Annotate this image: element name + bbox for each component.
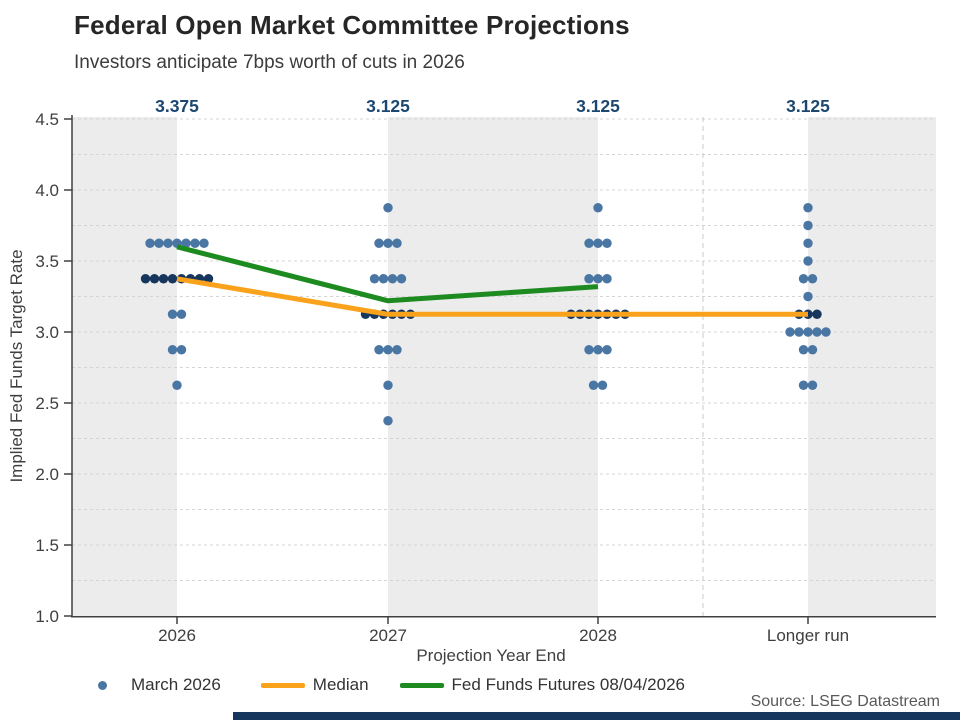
- dot: [593, 345, 603, 355]
- dot: [803, 238, 813, 248]
- dot: [803, 291, 813, 302]
- dot: [807, 345, 818, 355]
- y-tick-label: 1.0: [35, 607, 59, 626]
- dot: [807, 274, 818, 284]
- dot: [798, 380, 809, 390]
- y-tick-label: 4.0: [35, 181, 59, 200]
- chart-subtitle: Investors anticipate 7bps worth of cuts …: [74, 52, 465, 73]
- dot: [584, 274, 594, 284]
- dot: [602, 345, 612, 355]
- dot: [172, 380, 182, 390]
- legend-label-futures: Fed Funds Futures 08/04/2026: [451, 675, 685, 694]
- dot: [163, 238, 173, 248]
- dot: [190, 238, 200, 248]
- dot: [383, 238, 393, 248]
- march-2026-dot-marker: [98, 680, 107, 690]
- y-tick-label: 2.0: [35, 465, 59, 484]
- chart-title: Federal Open Market Committee Projection…: [74, 10, 630, 40]
- dot: [593, 238, 603, 248]
- y-axis-title: Implied Fed Funds Target Rate: [7, 249, 26, 482]
- dot: [602, 238, 612, 248]
- band: [72, 117, 177, 616]
- y-tick-label: 3.5: [35, 252, 59, 271]
- plot-bands: [72, 117, 936, 616]
- y-tick-label: 4.5: [35, 110, 59, 129]
- dot: [392, 345, 402, 355]
- dot: [145, 238, 155, 248]
- column-median-label: 3.125: [366, 96, 410, 116]
- x-axis-title: Projection Year End: [416, 646, 565, 665]
- dot: [602, 274, 612, 284]
- dot: [785, 327, 795, 337]
- y-tick-label: 1.5: [35, 536, 59, 555]
- dot: [369, 274, 380, 284]
- dot: [584, 345, 594, 355]
- dot: [176, 345, 187, 355]
- x-tick-label: 2027: [369, 626, 407, 645]
- x-tick-label: Longer run: [767, 626, 849, 645]
- median-line-swatch: [260, 682, 305, 688]
- column-median-label: 3.125: [786, 96, 830, 116]
- dot: [812, 309, 822, 319]
- dot: [794, 327, 804, 337]
- y-tick-label: 3.0: [35, 323, 59, 342]
- dot: [387, 274, 398, 284]
- dot: [167, 274, 178, 284]
- source-note: Source: LSEG Datastream: [750, 693, 940, 710]
- dot: [798, 345, 809, 355]
- dot: [807, 380, 818, 390]
- dot: [378, 274, 389, 284]
- dot: [392, 238, 402, 248]
- bottom-bar: [233, 712, 960, 720]
- band: [808, 117, 936, 616]
- dot: [149, 274, 160, 284]
- dot: [383, 380, 393, 390]
- dot: [199, 238, 209, 248]
- dot: [154, 238, 164, 248]
- dot: [167, 309, 178, 319]
- dot: [803, 220, 813, 231]
- dot: [374, 238, 384, 248]
- dot: [383, 416, 393, 426]
- dot: [812, 327, 822, 337]
- column-top-labels: 3.375 3.125 3.125 3.125: [155, 96, 830, 116]
- median-line: [176, 276, 808, 317]
- y-tick-label: 2.5: [35, 394, 59, 413]
- dot: [176, 309, 187, 319]
- dot: [383, 345, 393, 355]
- dot: [158, 274, 169, 284]
- legend-label-march-2026: March 2026: [131, 675, 221, 694]
- futures-line-swatch: [399, 682, 444, 688]
- legend-label-median: Median: [312, 675, 369, 694]
- dot: [588, 380, 599, 390]
- dot: [803, 327, 813, 337]
- dot: [374, 345, 384, 355]
- fed-funds-futures-line: [176, 244, 599, 304]
- band: [388, 117, 598, 616]
- dot: [798, 274, 809, 284]
- dot: [803, 256, 813, 266]
- x-tick-label: 2028: [579, 626, 617, 645]
- dot: [203, 274, 214, 284]
- dot: [584, 238, 594, 248]
- dot: [167, 345, 178, 355]
- dot: [383, 203, 393, 213]
- column-median-label: 3.375: [155, 96, 199, 116]
- column-median-label: 3.125: [576, 96, 620, 116]
- dot: [140, 274, 151, 284]
- dot: [593, 274, 603, 284]
- dot: [821, 327, 831, 337]
- dot: [593, 203, 603, 213]
- dot: [396, 274, 407, 284]
- legend: March 2026 Median Fed Funds Futures 08/0…: [84, 670, 685, 700]
- dot: [181, 238, 191, 248]
- dot: [803, 203, 813, 213]
- axes: 1.0 1.5 2.0 2.5 3.0 3.5 4.0 4.5 2026 2027 2028 Long…: [35, 110, 936, 645]
- x-tick-label: 2026: [158, 626, 196, 645]
- dot: [597, 380, 608, 390]
